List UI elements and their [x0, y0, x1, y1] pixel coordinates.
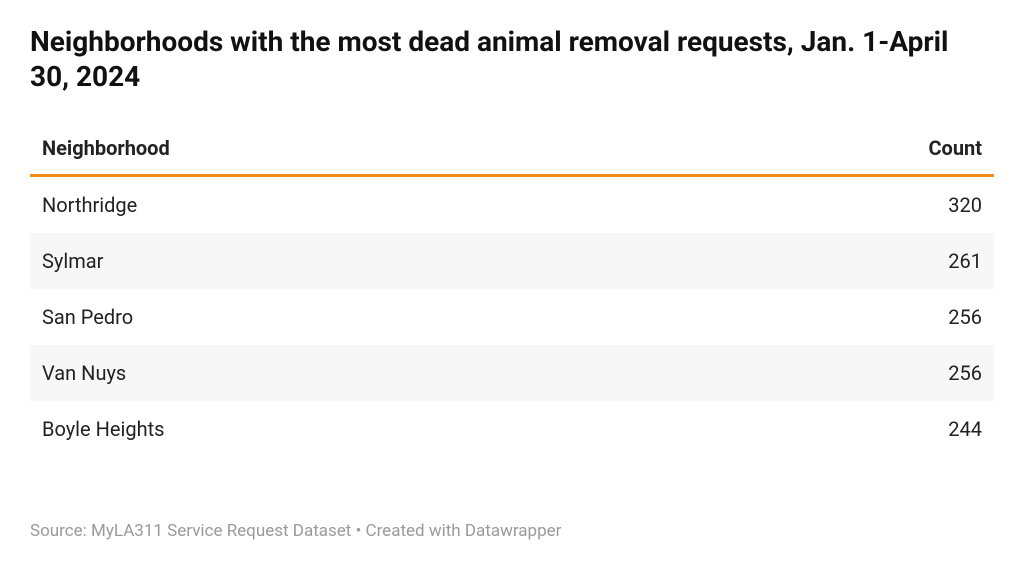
cell-neighborhood: Boyle Heights	[30, 401, 668, 457]
table-row: Sylmar 261	[30, 233, 994, 289]
table-body: Northridge 320 Sylmar 261 San Pedro 256 …	[30, 176, 994, 458]
table-row: Van Nuys 256	[30, 345, 994, 401]
cell-neighborhood: Van Nuys	[30, 345, 668, 401]
source-line: Source: MyLA311 Service Request Dataset …	[30, 499, 994, 541]
cell-neighborhood: Northridge	[30, 176, 668, 234]
cell-count: 320	[668, 176, 994, 234]
chart-container: Neighborhoods with the most dead animal …	[0, 0, 1024, 561]
chart-title: Neighborhoods with the most dead animal …	[30, 24, 994, 94]
column-header-neighborhood: Neighborhood	[30, 122, 668, 176]
data-table: Neighborhood Count Northridge 320 Sylmar…	[30, 122, 994, 457]
cell-neighborhood: San Pedro	[30, 289, 668, 345]
table-header-row: Neighborhood Count	[30, 122, 994, 176]
table-row: Boyle Heights 244	[30, 401, 994, 457]
table-row: Northridge 320	[30, 176, 994, 234]
cell-count: 244	[668, 401, 994, 457]
column-header-count: Count	[668, 122, 994, 176]
cell-count: 261	[668, 233, 994, 289]
table-row: San Pedro 256	[30, 289, 994, 345]
cell-count: 256	[668, 345, 994, 401]
cell-neighborhood: Sylmar	[30, 233, 668, 289]
cell-count: 256	[668, 289, 994, 345]
